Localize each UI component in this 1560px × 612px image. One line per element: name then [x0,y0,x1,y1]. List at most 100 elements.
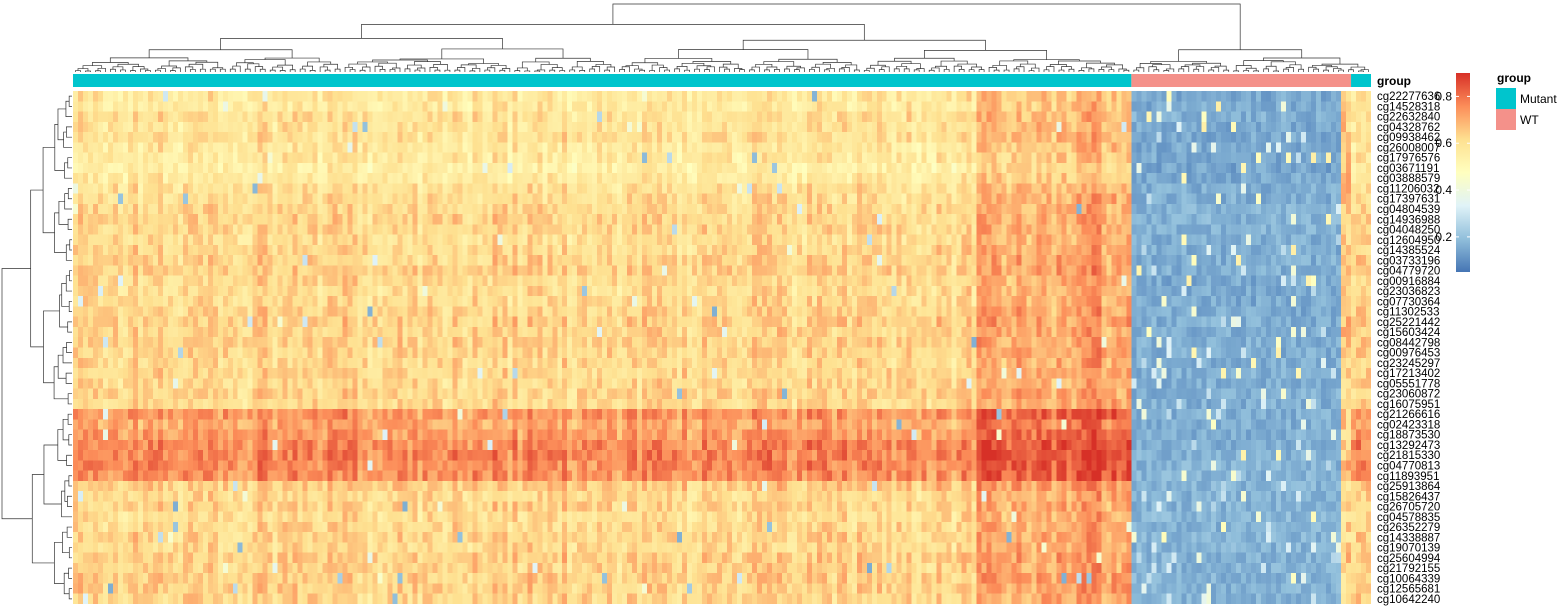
row-dendrogram-branch [54,123,65,171]
column-dendrogram-branch [1139,62,1162,68]
column-dendrogram-branch [1311,65,1333,68]
row-dendrogram-branch [68,434,72,446]
column-dendrogram-branch [778,58,838,63]
row-dendrogram-branch [54,212,67,253]
column-dendrogram-branch [1245,67,1257,71]
column-dendrogram-branch [1123,69,1130,72]
row-label: cg14385524 [1377,245,1441,257]
colorbar-tick-label: 0.8 [1435,89,1452,103]
column-dendrogram-branch [85,70,91,72]
column-dendrogram-branch [809,68,815,72]
row-label: cg04048250 [1377,225,1440,237]
column-dendrogram-branch [935,65,948,70]
column-dendrogram-branch [1153,69,1160,72]
row-dendrogram-branch [62,531,70,554]
column-dendrogram-branch [454,69,461,72]
column-dendrogram-branch [1285,67,1294,72]
column-dendrogram-branch [1133,69,1140,72]
column-dendrogram-branch [299,68,306,72]
column-dendrogram-branch [774,69,780,72]
column-dendrogram-branch [625,65,639,70]
row-dendrogram-branch [65,275,72,292]
column-dendrogram-branch [309,70,316,72]
row-dendrogram-branch [68,588,72,600]
column-dendrogram-branch [1263,57,1341,65]
row-dendrogram-branch [65,244,72,261]
column-dendrogram-branch [896,65,908,69]
row-dendrogram-branch [67,495,72,507]
column-dendrogram-branch [399,58,484,64]
column-dendrogram-branch [1313,68,1319,72]
row-dendrogram-branch [68,547,72,559]
column-dendrogram-branch [692,61,732,65]
column-dendrogram-branch [678,49,809,60]
column-dendrogram-branch [1106,64,1123,70]
column-dendrogram-branch [823,69,830,72]
colorbar-tick-label: 0.2 [1435,230,1452,244]
column-dendrogram-branch [1193,68,1200,72]
column-dendrogram-branch [1043,69,1050,72]
row-label: cg09938462 [1377,132,1440,144]
column-dendrogram-branch [811,66,820,72]
row-dendrogram-branch [63,131,72,148]
row-dendrogram-branch [66,454,72,466]
column-dendrogram-branch [704,69,710,72]
column-dendrogram-branch [644,58,713,63]
row-label: cg23060872 [1377,389,1440,401]
column-dendrogram-branch [1223,69,1230,72]
column-dendrogram-branch [1208,69,1215,72]
column-dendrogram-branch [1289,64,1302,70]
column-dendrogram-branch [763,61,795,67]
column-dendrogram-branch [1019,63,1036,69]
column-dendrogram-branch [302,65,313,71]
column-dendrogram-branch [1136,67,1145,72]
row-dendrogram-branch [66,126,72,138]
column-dendrogram-branch [1321,63,1359,68]
column-dendrogram-branch [441,48,564,59]
row-label: cg04770813 [1377,460,1440,472]
legend-label-mutant: Mutant [1520,92,1557,106]
column-dendrogram-branch [362,66,371,72]
column-dendrogram-branch [1333,68,1342,72]
column-dendrogram-branch [1013,68,1020,72]
row-label: cg15603424 [1377,327,1441,339]
row-label: cg21792155 [1377,563,1440,575]
column-dendrogram-branch [639,69,645,72]
column-dendrogram-branch [469,70,476,72]
column-dendrogram-branch [893,68,900,72]
column-dendrogram-branch [794,69,800,72]
column-dendrogram-branch [978,69,985,72]
row-dendrogram-branch [66,526,72,538]
row-label: cg02423318 [1377,419,1440,431]
row-dendrogram-branch [61,490,72,518]
column-dendrogram-branch [244,59,286,66]
column-dendrogram-branch [535,57,591,62]
row-label: cg17397631 [1377,194,1440,206]
row-label: cg15826437 [1377,491,1440,503]
column-dendrogram-root [612,3,1241,50]
row-dendrogram-branch [57,429,67,461]
row-label: cg04804539 [1377,204,1440,216]
colorbar-tick-label: 0.6 [1435,136,1452,150]
annotation-segment-mutant-0 [73,74,1132,87]
column-dendrogram-branch [279,70,286,72]
row-dendrogram [1,95,72,600]
row-dendrogram-branch [42,147,55,234]
row-dendrogram-branch [61,283,70,307]
column-dendrogram-branch [1058,60,1101,65]
column-dendrogram-branch [1028,70,1035,72]
column-dendrogram-branch [460,64,477,69]
column-dendrogram-branch [468,63,499,66]
row-dendrogram-branch [67,413,72,425]
column-dendrogram-branch [659,67,668,72]
column-dendrogram-branch [82,65,103,69]
row-label: cg04328762 [1377,122,1440,134]
column-dendrogram-branch [209,68,216,72]
annotation-segment-wt-1 [1131,74,1352,87]
column-dendrogram-branch [232,65,241,72]
column-dendrogram-branch [1046,66,1055,72]
column-dendrogram-branch [361,24,865,41]
row-label: cg10642240 [1377,594,1440,606]
column-dendrogram-branch [734,68,743,72]
row-label: cg11206032 [1377,183,1439,195]
